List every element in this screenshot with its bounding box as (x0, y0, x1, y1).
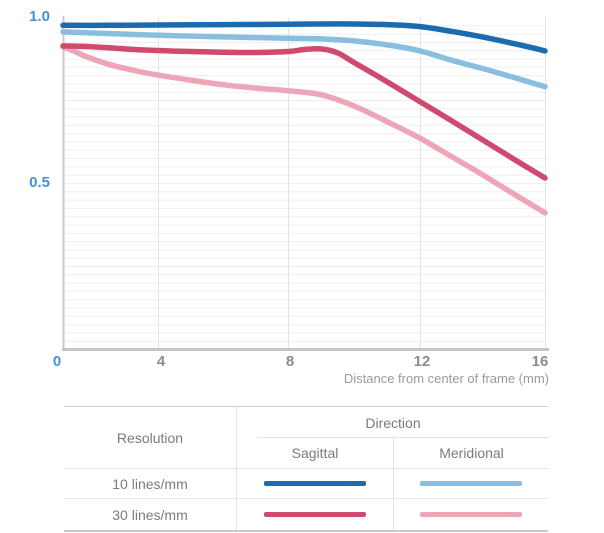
direction-header: Direction (237, 407, 549, 438)
resolution-header: Resolution (64, 407, 237, 468)
ytick-1.0: 1.0 (29, 8, 50, 25)
legend-line-30-meridional-swatch (420, 512, 522, 517)
curve-30-lines-mm-sagittal (60, 43, 548, 181)
legend-row-30-lines: 30 lines/mm (64, 499, 548, 530)
legend-cell-30-meridional (393, 499, 548, 530)
chart-canvas (60, 16, 549, 351)
legend-row-10-label: 10 lines/mm (64, 469, 237, 498)
curve-30-lines-mm-meridional (60, 44, 548, 216)
xtick-16: 16 (531, 353, 549, 370)
legend-line-10-sagittal-swatch (264, 481, 366, 486)
ytick-0.5: 0.5 (29, 174, 50, 191)
sagittal-header: Sagittal (291, 445, 339, 461)
x-axis-title: Distance from center of frame (mm) (343, 371, 549, 386)
resolution-header-label: Resolution (116, 429, 184, 446)
direction-subheaders: Sagittal Meridional (237, 438, 549, 468)
xtick-8: 8 (285, 353, 295, 370)
legend-cell-30-sagittal (237, 499, 393, 530)
direction-header-label: Direction (365, 414, 421, 431)
meridional-header: Meridional (393, 438, 549, 468)
xtick-12: 12 (413, 353, 431, 370)
xtick-4: 4 (156, 353, 166, 370)
curve-10-lines-mm-meridional (60, 29, 548, 90)
legend-line-10-meridional-swatch (420, 481, 522, 486)
legend-cell-10-meridional (393, 469, 548, 498)
legend-table: Resolution Direction Sagittal Meridional… (64, 406, 549, 532)
curve-10-lines-mm-sagittal (60, 21, 548, 54)
legend-cell-10-sagittal (237, 469, 393, 498)
legend-line-30-sagittal-swatch (264, 512, 366, 517)
legend-header-row: Resolution Direction Sagittal Meridional (64, 407, 549, 469)
direction-underline (257, 437, 549, 438)
mtf-chart: 1.0 0.5 0 4 8 12 16 Distance from center… (29, 8, 549, 386)
direction-header-group: Direction Sagittal Meridional (237, 407, 549, 468)
xtick-0: 0 (52, 353, 62, 370)
legend-row-10-lines: 10 lines/mm (64, 469, 548, 499)
legend-row-30-label: 30 lines/mm (64, 499, 237, 530)
